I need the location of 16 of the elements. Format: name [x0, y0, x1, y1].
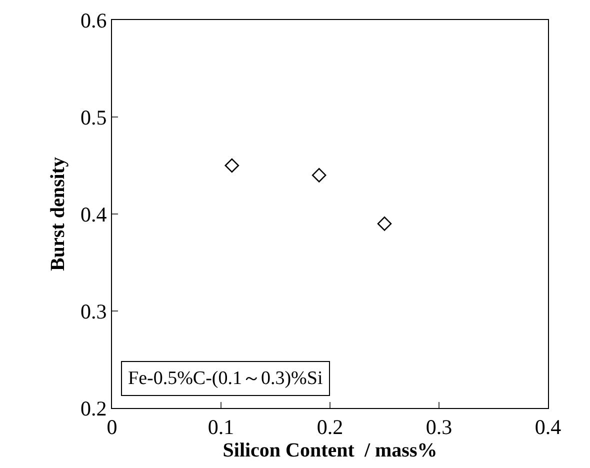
- y-tick-label: 0.6: [80, 8, 107, 32]
- y-tick-label: 0.4: [80, 202, 108, 226]
- y-tick-label: 0.3: [80, 299, 107, 324]
- x-tick-label: 0.4: [534, 415, 562, 440]
- y-tick-label: 0.5: [80, 105, 107, 130]
- annotation: Fe-0.5%C-(0.1～0.3)%Si: [128, 368, 323, 389]
- x-axis-title: Silicon Content / mass%: [222, 440, 438, 462]
- point: [377, 216, 392, 231]
- x-tick-label: 0.3: [426, 415, 452, 440]
- point: [224, 158, 240, 173]
- x-tick-label: 0.2: [316, 415, 344, 440]
- y-axis-title: Burst density: [47, 157, 70, 271]
- y-tick-label: 0.2: [80, 396, 107, 420]
- x-tick-label: 0.1: [208, 415, 234, 440]
- point: [312, 168, 326, 182]
- x-tick-label: 0: [106, 415, 118, 440]
